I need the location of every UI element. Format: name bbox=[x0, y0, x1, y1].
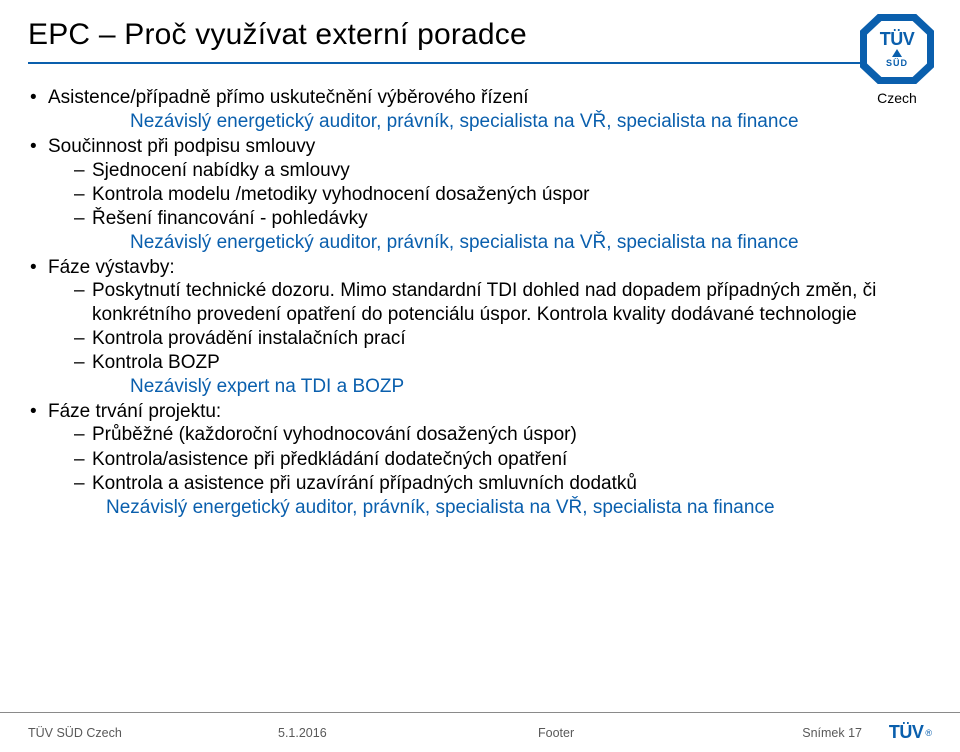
footer-logo-text: TÜV bbox=[889, 722, 924, 743]
sub-kontrola-bozp: Kontrola BOZP bbox=[74, 351, 932, 374]
footer-company: TÜV SÜD Czech bbox=[28, 726, 278, 740]
bullet-soucinnost: Součinnost při podpisu smlouvy Sjednocen… bbox=[30, 135, 932, 254]
logo-tuv-text: TÜV bbox=[880, 30, 915, 48]
sub-reseni-financovani: Řešení financování - pohledávky bbox=[74, 207, 932, 230]
sub-kontrola-modelu: Kontrola modelu /metodiky vyhodnocení do… bbox=[74, 183, 932, 206]
slide-body: Asistence/případně přímo uskutečnění výb… bbox=[28, 86, 932, 519]
bullet-text: Fáze trvání projektu: bbox=[48, 401, 221, 422]
title-underline bbox=[28, 62, 932, 64]
footer-date: 5.1.2016 bbox=[278, 726, 538, 740]
sub-kontrola-instalace: Kontrola provádění instalačních prací bbox=[74, 327, 932, 350]
slide-title: EPC – Proč využívat externí poradce bbox=[28, 18, 932, 52]
slide: TÜV SÜD Czech EPC – Proč využívat extern… bbox=[0, 0, 960, 752]
bullet-asistence: Asistence/případně přímo uskutečnění výb… bbox=[30, 86, 932, 133]
bullet-text: Fáze výstavby: bbox=[48, 257, 175, 278]
sub-poskytnuti-tdi: Poskytnutí technické dozoru. Mimo standa… bbox=[74, 279, 932, 325]
logo-triangle-icon bbox=[892, 49, 902, 57]
sub-prubezne: Průběžné (každoroční vyhodnocování dosaž… bbox=[74, 423, 932, 446]
footer-logo: TÜV ® bbox=[862, 722, 932, 743]
bullet-subnote: Nezávislý expert na TDI a BOZP bbox=[48, 375, 932, 398]
bullet-subnote: Nezávislý energetický auditor, právník, … bbox=[48, 496, 932, 519]
bullet-text: Asistence/případně přímo uskutečnění výb… bbox=[48, 87, 529, 108]
sub-kontrola-dodatky: Kontrola a asistence při uzavírání přípa… bbox=[74, 472, 932, 495]
bullet-faze-vystavby: Fáze výstavby: Poskytnutí technické dozo… bbox=[30, 256, 932, 398]
logo-sud-text: SÜD bbox=[886, 58, 908, 68]
registered-icon: ® bbox=[925, 728, 932, 738]
footer-label: Footer bbox=[538, 726, 772, 740]
slide-footer: TÜV SÜD Czech 5.1.2016 Footer Snímek 17 … bbox=[0, 712, 960, 752]
bullet-subnote: Nezávislý energetický auditor, právník, … bbox=[48, 231, 932, 254]
sub-kontrola-asistence: Kontrola/asistence při předkládání dodat… bbox=[74, 448, 932, 471]
bullet-text: Součinnost při podpisu smlouvy bbox=[48, 136, 315, 157]
bullet-subnote: Nezávislý energetický auditor, právník, … bbox=[48, 110, 932, 133]
footer-slide-no: Snímek 17 bbox=[772, 726, 862, 740]
sub-sjednoceni: Sjednocení nabídky a smlouvy bbox=[74, 159, 932, 182]
bullet-faze-trvani: Fáze trvání projektu: Průběžné (každoroč… bbox=[30, 400, 932, 519]
tuv-sud-logo: TÜV SÜD bbox=[860, 14, 934, 84]
